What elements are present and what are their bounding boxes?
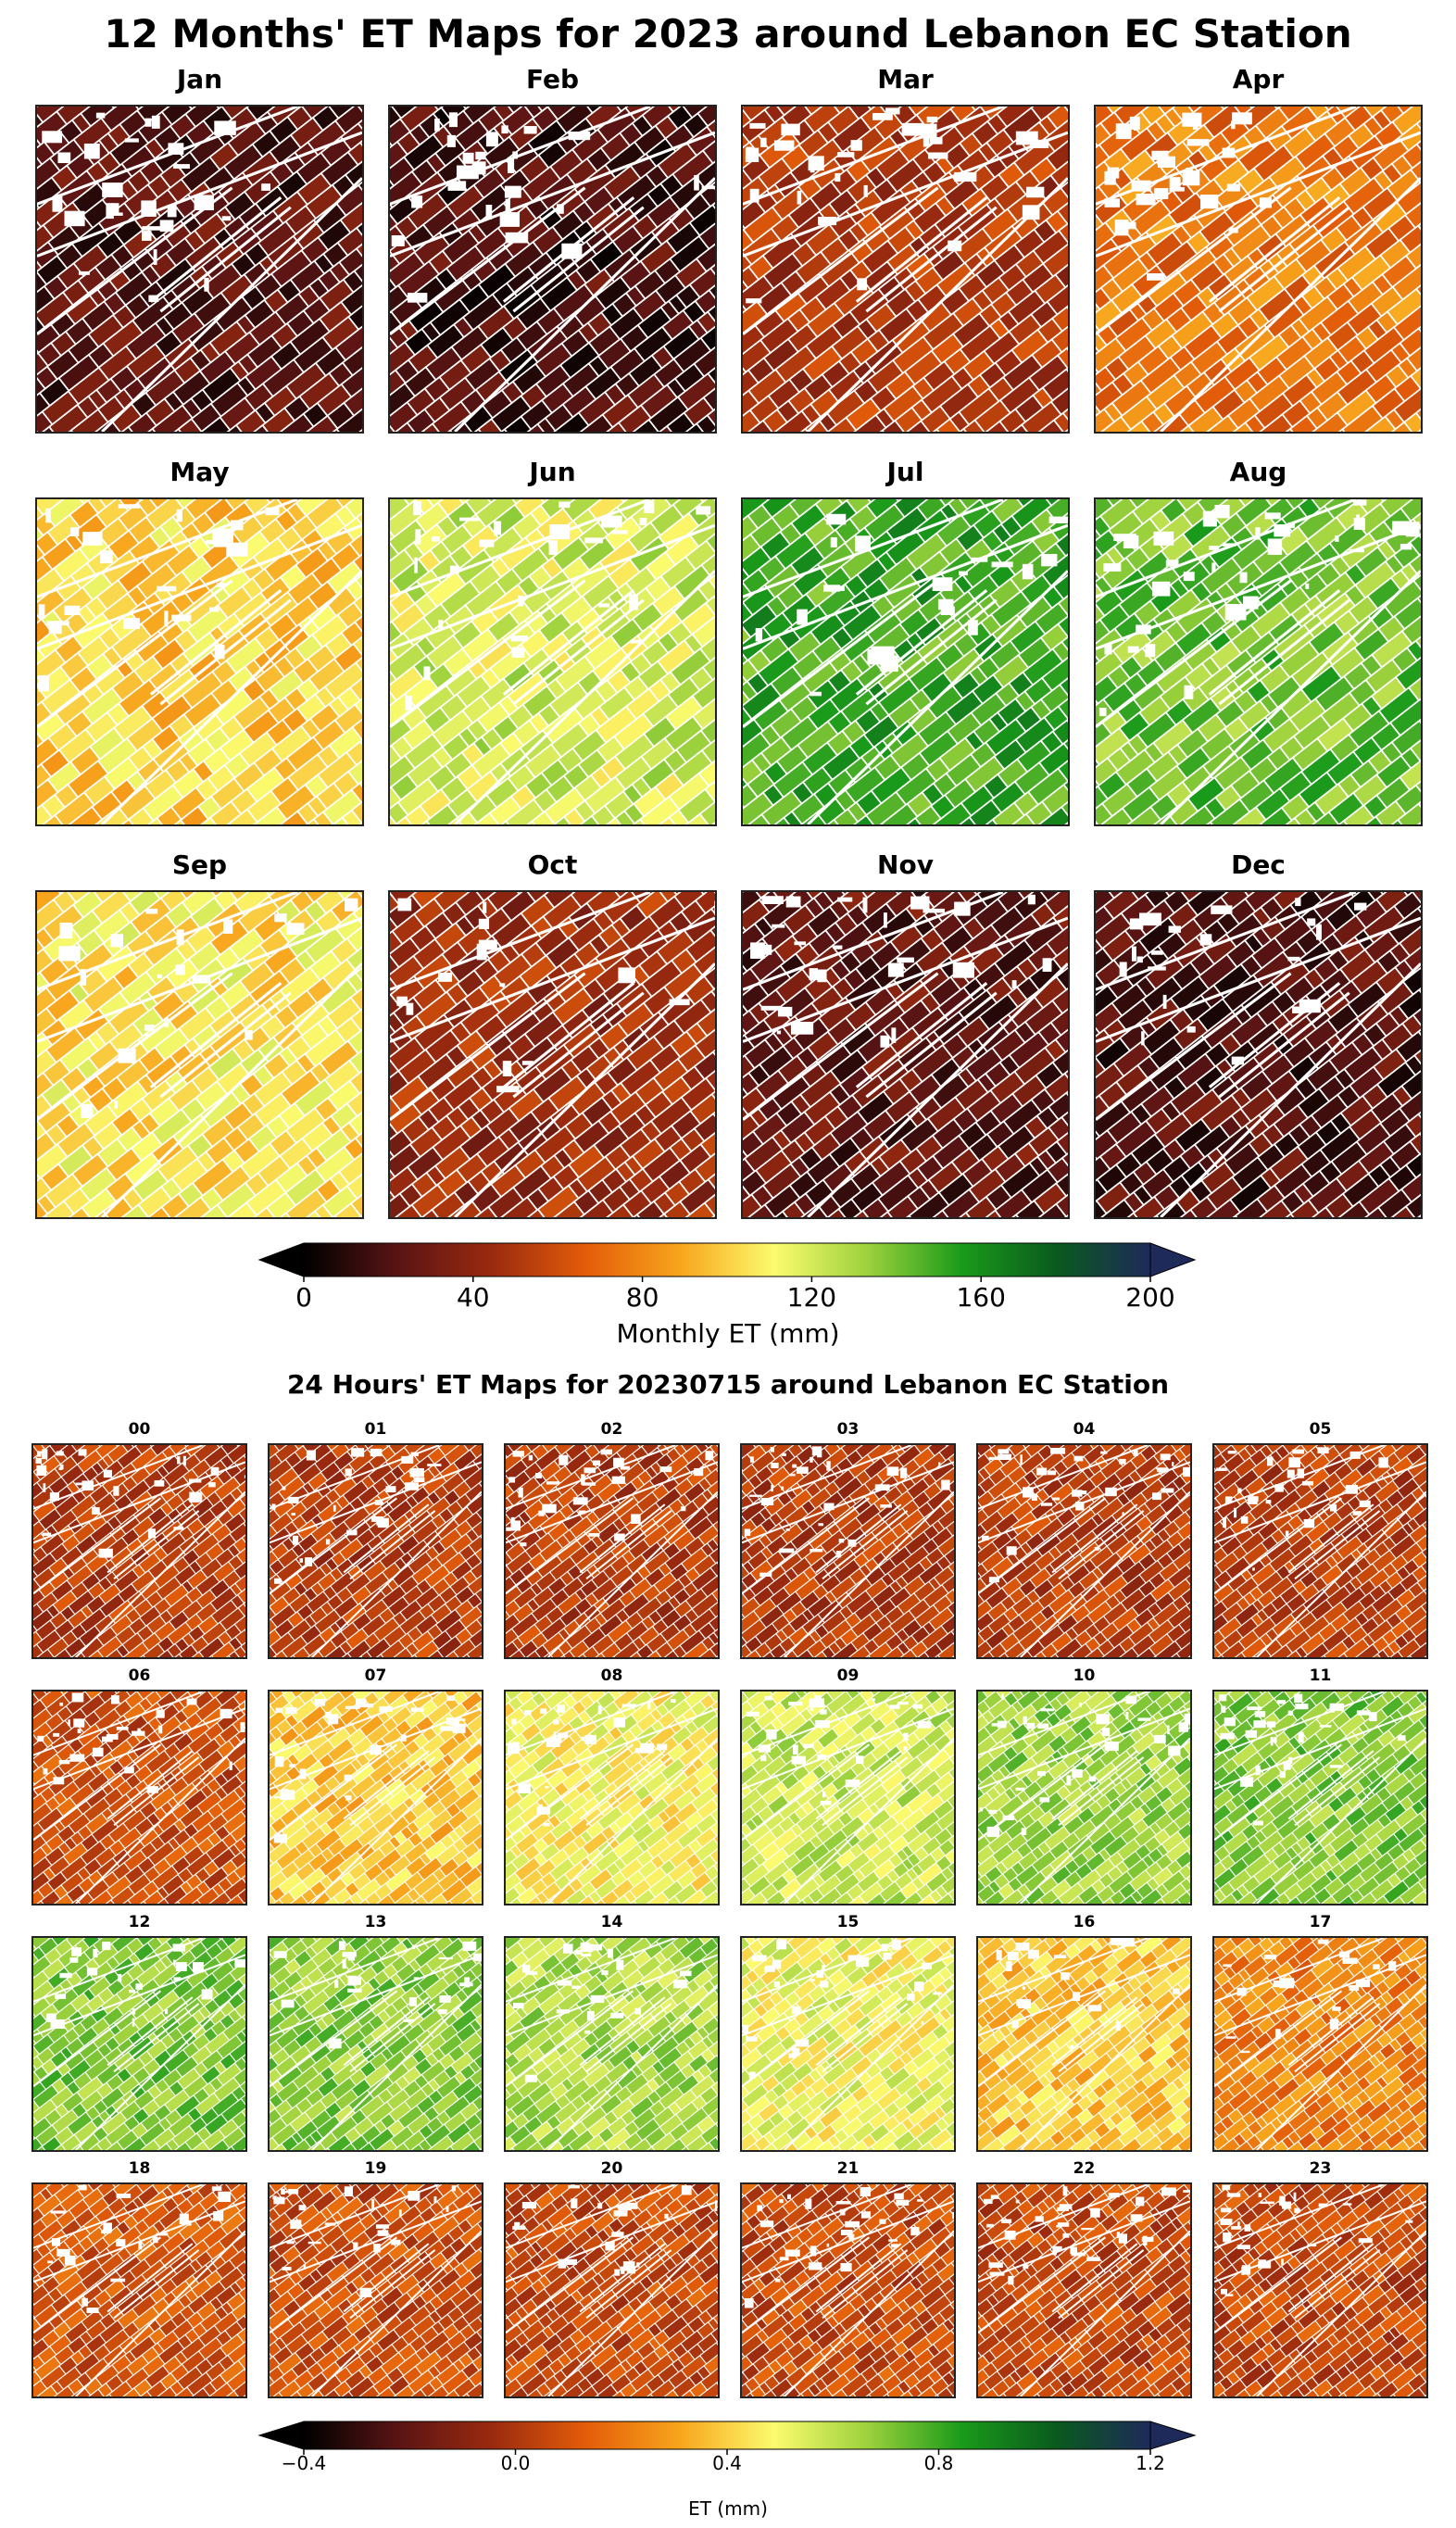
panel-label: 06 xyxy=(31,1666,247,1685)
colorbar-tick-label: 0.8 xyxy=(924,2452,954,2474)
panel-label: Apr xyxy=(1094,64,1423,94)
et-map-panel xyxy=(31,1936,247,2152)
hourly-colorbar-label: ET (mm) xyxy=(265,2497,1191,2520)
panel-label: 21 xyxy=(740,2159,956,2178)
panel-label: Jan xyxy=(35,64,364,94)
et-map-panel xyxy=(388,497,717,826)
et-map-panel xyxy=(1212,2182,1428,2398)
panel-label: 15 xyxy=(740,1913,956,1931)
et-map-panel xyxy=(504,2182,720,2398)
colorbar-max-extend xyxy=(1149,2421,1197,2450)
panel-label: 12 xyxy=(31,1913,247,1931)
colorbar-tick-label: 160 xyxy=(956,1282,1005,1313)
et-map-panel xyxy=(388,105,717,434)
panel-label: 11 xyxy=(1212,1666,1428,1685)
figure-title: 12 Months' ET Maps for 2023 around Leban… xyxy=(0,11,1456,57)
panel-label: 00 xyxy=(31,1420,247,1439)
et-map-panel xyxy=(35,105,364,434)
panel-label: 07 xyxy=(268,1666,483,1685)
colorbar-min-extend xyxy=(257,1242,305,1277)
et-map-panel xyxy=(740,1443,956,1659)
et-map-panel xyxy=(740,2182,956,2398)
et-map-panel xyxy=(1094,497,1423,826)
et-map-panel xyxy=(504,1936,720,2152)
et-map-panel xyxy=(35,497,364,826)
colorbar-gradient xyxy=(303,2421,1151,2450)
panel-label: 22 xyxy=(976,2159,1192,2178)
et-map-panel xyxy=(740,1936,956,2152)
et-map-panel xyxy=(268,2182,483,2398)
et-map-panel xyxy=(31,2182,247,2398)
panel-label: 08 xyxy=(504,1666,720,1685)
et-map-panel xyxy=(976,1936,1192,2152)
et-map-panel xyxy=(268,1936,483,2152)
colorbar-tick-label: 120 xyxy=(787,1282,836,1313)
colorbar-tick-label: 1.2 xyxy=(1136,2452,1165,2474)
panel-label: 14 xyxy=(504,1913,720,1931)
et-map-panel xyxy=(388,890,717,1219)
et-map-panel xyxy=(31,1443,247,1659)
panel-label: 20 xyxy=(504,2159,720,2178)
panel-label: Jun xyxy=(388,457,717,487)
colorbar-tick-label: 0.4 xyxy=(712,2452,742,2474)
panel-label: 09 xyxy=(740,1666,956,1685)
panel-label: 10 xyxy=(976,1666,1192,1685)
panel-label: Sep xyxy=(35,849,364,880)
panel-label: 03 xyxy=(740,1420,956,1439)
et-map-panel xyxy=(976,2182,1192,2398)
panel-label: Jul xyxy=(741,457,1070,487)
et-map-panel xyxy=(740,1690,956,1905)
et-map-panel xyxy=(504,1690,720,1905)
panel-label: May xyxy=(35,457,364,487)
panel-label: Dec xyxy=(1094,849,1423,880)
colorbar-tick-label: 0.0 xyxy=(501,2452,531,2474)
colorbar-gradient xyxy=(303,1242,1151,1277)
panel-label: 01 xyxy=(268,1420,483,1439)
colorbar-tick-label: 200 xyxy=(1125,1282,1174,1313)
panel-label: Feb xyxy=(388,64,717,94)
panel-label: Aug xyxy=(1094,457,1423,487)
colorbar-max-extend xyxy=(1149,1242,1197,1277)
et-map-panel xyxy=(741,497,1070,826)
et-map-panel xyxy=(35,890,364,1219)
et-map-panel xyxy=(1094,890,1423,1219)
et-map-panel xyxy=(31,1690,247,1905)
panel-label: Nov xyxy=(741,849,1070,880)
hourly-title: 24 Hours' ET Maps for 20230715 around Le… xyxy=(0,1369,1456,1400)
et-map-panel xyxy=(976,1690,1192,1905)
panel-label: 02 xyxy=(504,1420,720,1439)
et-map-panel xyxy=(1094,105,1423,434)
et-map-panel xyxy=(741,105,1070,434)
colorbar-tick-label: −0.4 xyxy=(282,2452,327,2474)
et-map-panel xyxy=(504,1443,720,1659)
et-map-panel xyxy=(741,890,1070,1219)
et-map-panel xyxy=(1212,1443,1428,1659)
et-map-panel xyxy=(1212,1936,1428,2152)
panel-label: 19 xyxy=(268,2159,483,2178)
monthly-colorbar-label: Monthly ET (mm) xyxy=(265,1318,1191,1349)
colorbar-min-extend xyxy=(257,2421,305,2450)
panel-label: 04 xyxy=(976,1420,1192,1439)
panel-label: 16 xyxy=(976,1913,1192,1931)
et-map-panel xyxy=(268,1443,483,1659)
colorbar-tick-label: 40 xyxy=(457,1282,490,1313)
hourly-colorbar: −0.4 0.0 0.4 0.8 1.2 xyxy=(257,2420,1197,2474)
colorbar-tick-label: 0 xyxy=(295,1282,312,1313)
et-map-panel xyxy=(976,1443,1192,1659)
monthly-colorbar: 0 40 80 120 160 200 xyxy=(257,1241,1197,1313)
et-map-panel xyxy=(268,1690,483,1905)
panel-label: 17 xyxy=(1212,1913,1428,1931)
panel-label: 13 xyxy=(268,1913,483,1931)
panel-label: 05 xyxy=(1212,1420,1428,1439)
panel-label: Mar xyxy=(741,64,1070,94)
panel-label: 23 xyxy=(1212,2159,1428,2178)
colorbar-tick-label: 80 xyxy=(626,1282,659,1313)
panel-label: 18 xyxy=(31,2159,247,2178)
panel-label: Oct xyxy=(388,849,717,880)
et-map-panel xyxy=(1212,1690,1428,1905)
